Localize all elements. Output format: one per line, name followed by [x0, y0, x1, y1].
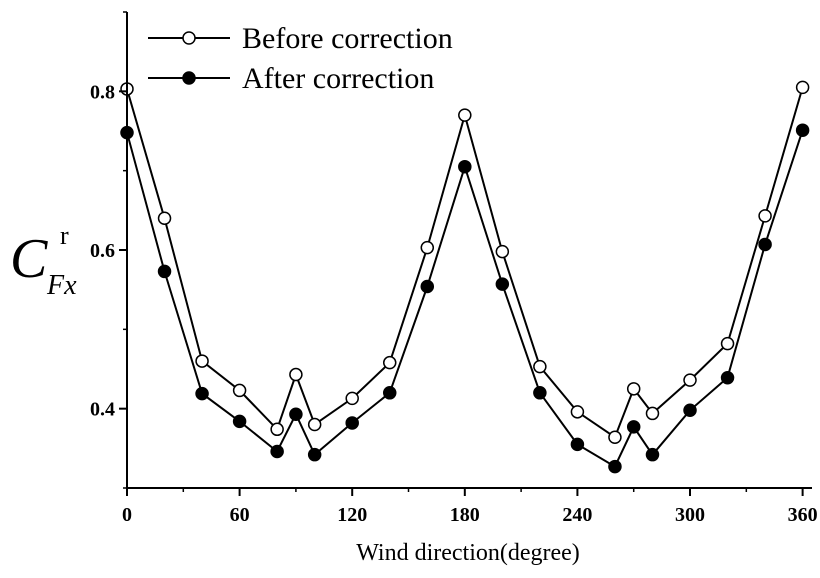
series-line-1 [126, 87, 804, 439]
x-tick-label: 120 [337, 504, 367, 526]
x-tick-label: 240 [562, 504, 592, 526]
data-point-1 [683, 373, 697, 387]
data-point-2 [795, 123, 810, 137]
data-point-2 [720, 370, 735, 385]
y-axis-title: C Fx r [10, 221, 77, 301]
data-point-1 [382, 355, 397, 370]
data-point-2 [758, 237, 772, 252]
data-point-2 [570, 437, 585, 452]
data-point-2 [382, 386, 397, 400]
x-tick-label: 300 [675, 504, 705, 526]
data-point-2 [307, 447, 322, 462]
data-point-1 [720, 336, 735, 351]
data-point-2 [608, 459, 622, 474]
data-point-2 [495, 277, 510, 291]
x-tick-label: 60 [230, 504, 250, 526]
data-point-1 [645, 406, 660, 421]
y-tick-label: 0.6 [90, 240, 115, 262]
legend-marker-2 [182, 71, 196, 85]
y-axis-title-main: C [10, 228, 48, 290]
x-tick-label: 0 [122, 504, 132, 526]
x-tick-label: 180 [450, 504, 480, 526]
data-point-2 [289, 407, 303, 421]
data-point-2 [232, 414, 247, 429]
data-point-1 [289, 367, 303, 382]
data-point-1 [270, 422, 284, 437]
legend-label-1: Before correction [242, 22, 453, 55]
axes: 0 60 120 180 240 300 360 0.4 0.6 0.8 [90, 11, 818, 526]
data-point-1 [345, 391, 359, 406]
data-point-1 [795, 80, 810, 95]
series-line-2 [126, 129, 804, 469]
data-point-1 [458, 108, 472, 122]
plot-area [120, 80, 810, 474]
data-point-2 [157, 264, 172, 279]
y-axis-title-superscript: r [60, 221, 69, 250]
legend: Before correction After correction [148, 22, 453, 95]
data-point-2 [458, 159, 472, 174]
data-point-2 [345, 416, 359, 430]
y-axis-title-subscript: Fx [46, 270, 77, 301]
data-point-1 [195, 354, 209, 368]
data-point-1 [570, 405, 585, 419]
data-point-1 [157, 211, 172, 226]
data-point-2 [195, 386, 209, 401]
data-point-1 [758, 209, 772, 223]
data-point-2 [626, 420, 641, 434]
legend-marker-1 [182, 31, 196, 45]
x-tick-label: 360 [788, 504, 818, 526]
data-point-1 [495, 244, 510, 259]
data-point-2 [683, 403, 697, 418]
data-point-2 [645, 447, 660, 462]
data-point-1 [533, 359, 547, 374]
data-point-1 [232, 383, 247, 398]
data-point-2 [270, 444, 284, 459]
data-point-2 [533, 386, 547, 400]
data-point-1 [608, 430, 622, 444]
data-point-1 [626, 382, 641, 396]
x-axis-title: Wind direction(degree) [356, 540, 580, 566]
y-tick-label: 0.4 [90, 399, 115, 421]
data-point-2 [420, 279, 435, 294]
data-point-1 [420, 240, 435, 255]
data-point-1 [307, 417, 322, 432]
legend-label-2: After correction [242, 62, 434, 95]
y-tick-label: 0.8 [90, 81, 115, 103]
